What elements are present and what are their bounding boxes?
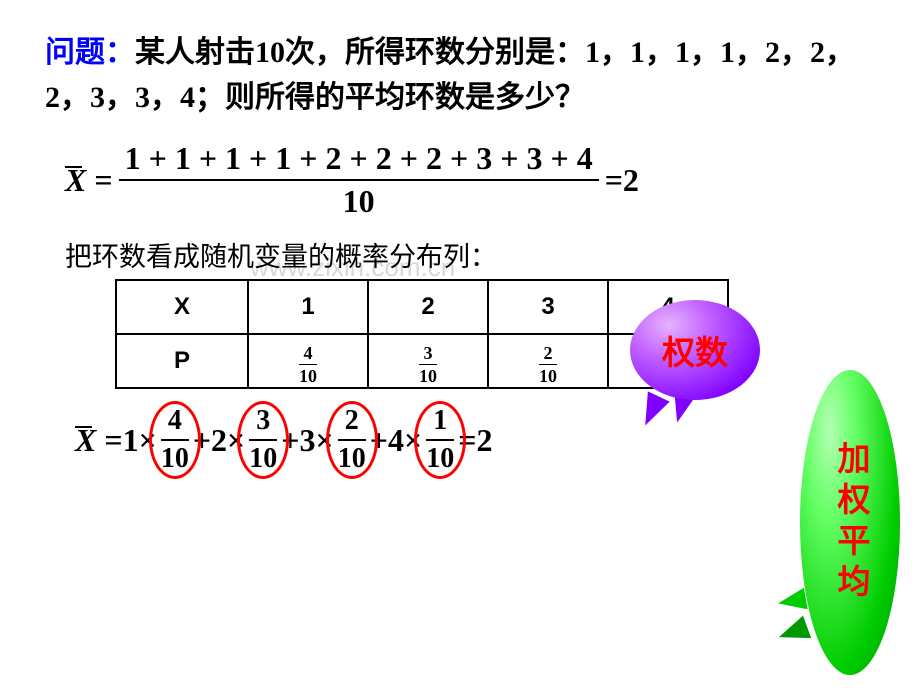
bubble2-tail-a xyxy=(775,616,811,649)
question-label: 问题： xyxy=(45,36,135,69)
equals-result-2: = xyxy=(458,422,476,459)
mean-formula-1: X = 1 + 1 + 1 + 1 + 2 + 2 + 2 + 3 + 3 + … xyxy=(65,140,890,220)
coef-1: 2 xyxy=(211,422,227,459)
result-2: 2 xyxy=(476,422,492,459)
coef-0: 1 xyxy=(123,422,139,459)
denominator-1: 10 xyxy=(119,181,599,220)
cell-p-1: 310 xyxy=(368,334,488,388)
xbar-symbol: X xyxy=(65,162,86,199)
plus-2: + xyxy=(370,422,388,459)
result-1: 2 xyxy=(623,162,639,199)
fraction-main: 1 + 1 + 1 + 1 + 2 + 2 + 2 + 3 + 3 + 4 10 xyxy=(119,140,599,220)
question-text: 某人射击10次，所得环数分别是：1，1，1，1，2，2，2，3，3，4；则所得的… xyxy=(45,36,855,114)
weight-callout-text: 权数 xyxy=(662,326,728,374)
circled-frac-1: 310 xyxy=(245,407,281,473)
cell-p-2: 210 xyxy=(488,334,608,388)
mean-formula-2: X = 1× 410 + 2× 310 + 3× 210 + 4× 110 = … xyxy=(75,407,890,473)
cell-x-1: 2 xyxy=(368,280,488,334)
coef-3: 4 xyxy=(388,422,404,459)
bubble2-tail-b xyxy=(776,588,807,615)
cell-x-2: 3 xyxy=(488,280,608,334)
circled-frac-3: 110 xyxy=(422,407,458,473)
cell-x-0: 1 xyxy=(248,280,368,334)
equals-2: = xyxy=(104,422,122,459)
times-3: × xyxy=(404,422,422,459)
distribution-label: 把环数看成随机变量的概率分布列： xyxy=(65,235,890,274)
cell-p-0: 410 xyxy=(248,334,368,388)
circled-frac-0: 410 xyxy=(157,407,193,473)
probability-table: X 1 2 3 4 P 410 310 210 110 xyxy=(115,279,890,389)
numerator-1: 1 + 1 + 1 + 1 + 2 + 2 + 2 + 3 + 3 + 4 xyxy=(119,140,599,181)
row-label-x: X xyxy=(116,280,248,334)
plus-1: + xyxy=(281,422,299,459)
equals-1: = xyxy=(94,162,112,199)
times-1: × xyxy=(227,422,245,459)
circled-frac-2: 210 xyxy=(334,407,370,473)
row-label-p: P xyxy=(116,334,248,388)
coef-2: 3 xyxy=(300,422,316,459)
times-0: × xyxy=(139,422,157,459)
question-block: 问题：某人射击10次，所得环数分别是：1，1，1，1，2，2，2，3，3，4；则… xyxy=(45,30,890,120)
xbar-symbol-2: X xyxy=(75,422,96,459)
equals-result-1: = xyxy=(605,162,623,199)
table-row-x: X 1 2 3 4 xyxy=(116,280,728,334)
plus-0: + xyxy=(193,422,211,459)
times-2: × xyxy=(316,422,334,459)
weight-callout: 权数 xyxy=(630,300,760,400)
weighted-avg-callout-text: 加权平均 xyxy=(826,441,874,605)
weighted-avg-callout: 加权平均 xyxy=(800,370,900,675)
